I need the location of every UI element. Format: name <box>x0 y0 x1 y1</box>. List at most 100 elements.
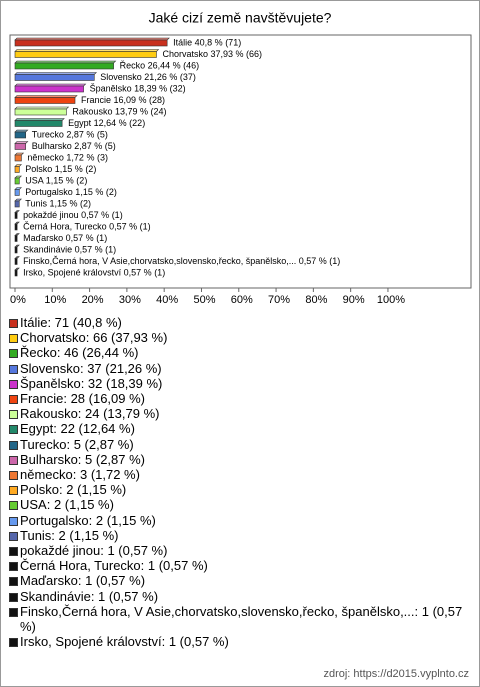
bar <box>14 269 18 277</box>
x-tick-label: 80% <box>305 294 327 306</box>
legend-label: Maďarsko: 1 (0,57 %) <box>20 573 146 589</box>
plot-frame <box>9 34 472 289</box>
bar <box>14 39 168 47</box>
legend-label: Řecko: 46 (26,44 %) <box>20 345 139 361</box>
legend-swatch <box>9 486 18 496</box>
bar-top <box>14 221 20 225</box>
data-label: Rakousko 13,79 % (24) <box>72 106 166 116</box>
legend-item: Rakousko: 24 (13,79 %) <box>9 406 464 421</box>
bar <box>14 189 20 196</box>
legend-swatch <box>9 531 18 541</box>
data-label: Irsko, Spojené království 0,57 % (1) <box>23 267 165 277</box>
legend-label: Tunis: 2 (1,15 %) <box>20 527 119 543</box>
legend-item: Španělsko: 32 (18,39 %) <box>9 376 464 391</box>
legend-label: Irsko, Spojené království: 1 (0,57 %) <box>20 634 229 650</box>
data-label: Slovensko 21,26 % (37) <box>100 72 196 82</box>
bar-top <box>14 175 23 179</box>
bar <box>14 108 67 116</box>
data-label: Řecko 26,44 % (46) <box>120 60 200 70</box>
legend-label: Španělsko: 32 (18,39 %) <box>20 375 163 391</box>
bar-top <box>14 95 78 98</box>
bar-top <box>14 129 29 133</box>
legend-label: Rakousko: 24 (13,79 %) <box>20 406 160 422</box>
bar <box>14 74 95 81</box>
legend-item: Řecko: 46 (26,44 %) <box>9 345 464 360</box>
bar-top <box>14 141 29 144</box>
legend-swatch <box>9 364 18 374</box>
x-tick-label: 0% <box>10 294 26 306</box>
bar <box>14 97 76 104</box>
legend-item: pokaždé jinou: 1 (0,57 %) <box>9 543 464 558</box>
legend-swatch <box>9 379 18 389</box>
bar <box>14 62 114 70</box>
bar <box>14 131 27 139</box>
legend-item: Francie: 28 (16,09 %) <box>9 391 464 406</box>
legend-item: Bulharsko: 5 (2,87 %) <box>9 452 464 467</box>
legend-item: Portugalsko: 2 (1,15 %) <box>9 513 464 528</box>
legend-item: Itálie: 71 (40,8 %) <box>9 315 464 330</box>
legend-swatch <box>9 592 18 602</box>
data-label: Tunis 1,15 % (2) <box>25 198 91 208</box>
legend-item: německo: 3 (1,72 %) <box>9 467 464 482</box>
bar <box>14 212 18 219</box>
bar <box>14 120 63 127</box>
x-tick-label: 50% <box>193 294 215 306</box>
bar-top <box>14 83 87 87</box>
legend-swatch <box>9 471 18 481</box>
data-label: pokaždé jinou 0,57 % (1) <box>23 210 123 220</box>
x-tick-label: 40% <box>156 294 178 306</box>
bar-top <box>14 152 25 156</box>
legend-label: Portugalsko: 2 (1,15 %) <box>20 512 156 528</box>
bar-top <box>14 72 98 75</box>
bar <box>14 200 20 208</box>
legend-item: Egypt: 22 (12,64 %) <box>9 421 464 436</box>
data-label: Portugalsko 1,15 % (2) <box>25 187 117 197</box>
legend-swatch <box>9 577 18 587</box>
legend-swatch <box>9 425 18 435</box>
legend-swatch <box>9 562 18 572</box>
legend-label: Slovensko: 37 (21,26 %) <box>20 360 162 376</box>
x-tick-label: 70% <box>268 294 290 306</box>
data-label: Itálie 40,8 % (71) <box>173 37 241 47</box>
bar <box>14 51 157 58</box>
bar <box>14 166 20 173</box>
legend-swatch <box>9 440 18 450</box>
legend-item: USA: 2 (1,15 %) <box>9 497 464 512</box>
legend-swatch <box>9 501 18 511</box>
data-label: Španělsko 18,39 % (32) <box>90 83 186 93</box>
bar-top <box>14 106 70 110</box>
chart: Jaké cizí země navštěvujete? 0% 10% 20% 30%… <box>9 10 472 306</box>
legend-label: Polsko: 2 (1,15 %) <box>20 482 127 498</box>
data-label: Chorvatsko 37,93 % (66) <box>162 49 262 59</box>
x-tick-label: 90% <box>343 294 365 306</box>
legend-label: Itálie: 71 (40,8 %) <box>20 315 122 330</box>
bar <box>14 177 20 185</box>
legend-item: Skandinávie: 1 (0,57 %) <box>9 589 464 604</box>
legend-label: Bulharsko: 5 (2,87 %) <box>20 451 146 467</box>
data-label: Černá Hora, Turecko 0,57 % (1) <box>23 221 151 231</box>
bar <box>14 223 18 231</box>
legend-swatch <box>9 410 18 420</box>
data-label: USA 1,15 % (2) <box>25 175 87 185</box>
legend-swatch <box>9 516 18 526</box>
bar <box>14 258 18 265</box>
data-label: Egypt 12,64 % (22) <box>68 118 145 128</box>
bar <box>14 143 27 150</box>
data-label: Polsko 1,15 % (2) <box>25 164 96 174</box>
data-label: Turecko 2,87 % (5) <box>32 129 108 139</box>
legend-label: Skandinávie: 1 (0,57 %) <box>20 588 159 604</box>
bar-top <box>14 210 20 213</box>
legend-swatch <box>9 334 18 344</box>
x-tick-label: 10% <box>44 294 66 306</box>
bar-top <box>14 233 20 236</box>
legend-item: Černá Hora, Turecko: 1 (0,57 %) <box>9 558 464 573</box>
x-tick-label: 100% <box>377 294 405 306</box>
legend-item: Chorvatsko: 66 (37,93 %) <box>9 330 464 345</box>
legend-label: Chorvatsko: 66 (37,93 %) <box>20 330 168 346</box>
data-label: Bulharsko 2,87 % (5) <box>32 141 116 151</box>
legend-swatch <box>9 349 18 359</box>
legend-item: Finsko,Černá hora, V Asie,chorvatsko,slo… <box>9 604 464 634</box>
legend-label: Černá Hora, Turecko: 1 (0,57 %) <box>20 558 208 574</box>
legend-item: Tunis: 2 (1,15 %) <box>9 528 464 543</box>
